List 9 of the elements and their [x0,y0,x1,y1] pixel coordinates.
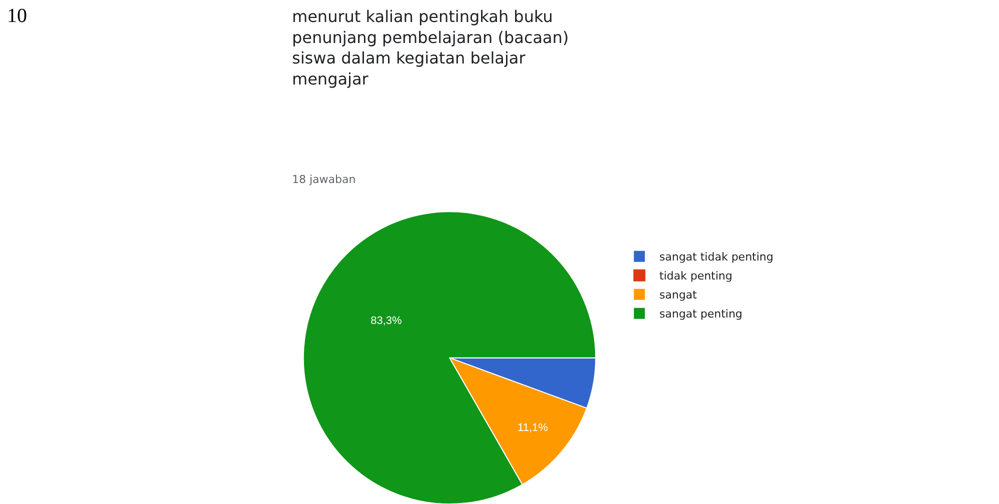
data-label: 83,3% [370,315,402,328]
legend-label: sangat [659,288,698,302]
legend-label: sangat tidak penting [659,250,774,264]
text: 10 [7,5,27,27]
chart-title: menurut kalian pentingkah buku penunjang pembelajaran (bacaan) siswa dalam kegiatan belajar mengajar [292,7,569,88]
data-label: 11,1% [518,422,548,434]
legend-label: tidak penting [659,270,732,283]
legend-label: sangat penting [659,308,742,321]
chart-subtitle: 18 jawaban [292,173,356,186]
